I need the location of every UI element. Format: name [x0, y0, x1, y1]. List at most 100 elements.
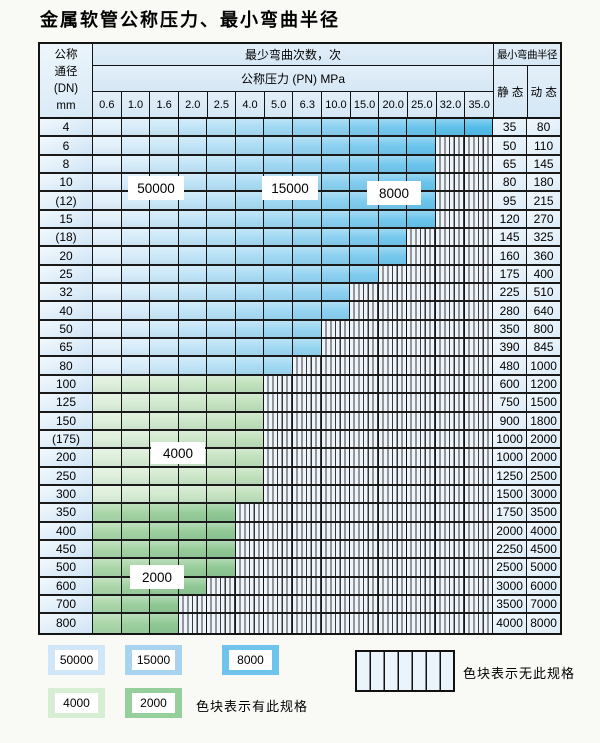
pressure-col-header: 0.6 — [93, 92, 122, 117]
pressure-cell — [93, 119, 122, 136]
static-header: 静 态 — [494, 66, 528, 117]
dynamic-value-cell: 1500 — [527, 394, 561, 411]
dn-cell: 65 — [40, 339, 93, 356]
pressure-cell-hatched — [407, 339, 436, 356]
pressure-cell-hatched — [293, 522, 322, 539]
static-value-cell: 2500 — [493, 559, 528, 576]
pressure-cell — [178, 467, 208, 484]
pressure-cell-hatched — [435, 467, 465, 484]
pressure-cell — [121, 302, 151, 319]
pressure-cell-hatched — [407, 449, 436, 466]
pressure-cell-hatched — [464, 430, 494, 448]
pressure-cell — [121, 339, 151, 356]
pressure-cell-hatched — [435, 522, 465, 539]
static-value-cell: 35 — [493, 119, 528, 136]
dynamic-value-cell: 360 — [527, 247, 561, 264]
pressure-cell — [121, 357, 151, 374]
pressure-cell — [178, 284, 208, 301]
hatch-legend-box — [355, 650, 455, 692]
pressure-cell-hatched — [435, 485, 465, 503]
pressure-cell — [264, 229, 294, 246]
dn-cell: 15 — [40, 210, 93, 228]
pressure-cell-hatched — [407, 412, 436, 429]
pressure-cell — [235, 284, 265, 301]
pressure-cell-hatched — [378, 394, 408, 411]
table-row: 300 1500 3000 — [40, 485, 561, 505]
table-row: 100 600 1200 — [40, 375, 561, 395]
pressure-cell-hatched — [235, 504, 265, 521]
pressure-cell-hatched — [378, 412, 408, 429]
pressure-col-header: 15.0 — [350, 92, 380, 117]
pressure-cell — [93, 449, 122, 466]
pressure-cell-hatched — [435, 284, 465, 301]
pressure-cell — [293, 284, 322, 301]
pressure-cell — [235, 339, 265, 356]
pressure-cell-hatched — [350, 430, 379, 448]
pressure-cell-hatched — [378, 467, 408, 484]
pressure-cell-hatched — [407, 614, 436, 633]
dn-cell: 250 — [40, 467, 93, 484]
pressure-cell-hatched — [464, 394, 494, 411]
table-row: 700 3500 7000 — [40, 595, 561, 615]
pressure-cell-hatched — [464, 595, 494, 613]
pressure-cell — [207, 119, 236, 136]
pressure-cell — [93, 174, 122, 191]
pressure-cell — [321, 137, 351, 154]
pressure-cell — [121, 614, 151, 633]
pressure-cell-hatched — [321, 449, 351, 466]
pressure-cell-hatched — [293, 412, 322, 429]
pressure-cell — [93, 229, 122, 246]
pressure-cell — [93, 137, 122, 154]
pressure-cell-hatched — [321, 357, 351, 374]
zone-label: 4000 — [151, 442, 205, 464]
pressure-cell-hatched — [350, 412, 379, 429]
pressure-cell — [121, 229, 151, 246]
legend-swatch-label: 4000 — [55, 693, 98, 713]
pressure-cell-hatched — [435, 375, 465, 393]
pressure-cell-hatched — [350, 320, 379, 338]
pressure-cell-hatched — [350, 577, 379, 594]
static-value-cell: 280 — [493, 302, 528, 319]
pressure-cell-hatched — [350, 284, 379, 301]
pressure-cell — [150, 394, 179, 411]
pressure-cell — [207, 302, 236, 319]
table-row: 350 1750 3500 — [40, 504, 561, 523]
pressure-cell-hatched — [378, 485, 408, 503]
pressure-cell — [150, 375, 179, 393]
pressure-cell — [93, 614, 122, 633]
pressure-cell — [121, 485, 151, 503]
pressure-cell-hatched — [293, 357, 322, 374]
pressure-cell-hatched — [464, 577, 494, 594]
pressure-cell — [293, 210, 322, 228]
pressure-cell — [121, 467, 151, 484]
pressure-cell — [378, 247, 408, 264]
table-row: 15 120 270 — [40, 210, 561, 230]
pressure-cell-hatched — [264, 559, 294, 576]
pressure-cell — [464, 119, 494, 136]
table-row: 25 175 400 — [40, 265, 561, 285]
pressure-cell-hatched — [264, 412, 294, 429]
pressure-cell — [178, 522, 208, 539]
pressure-cell — [150, 119, 179, 136]
pressure-cell-hatched — [207, 595, 236, 613]
pressure-cell-hatched — [407, 265, 436, 283]
pressure-cell — [293, 119, 322, 136]
pressure-cell — [121, 137, 151, 154]
pressure-cell — [321, 284, 351, 301]
pressure-cell — [121, 155, 151, 173]
pressure-cell — [93, 357, 122, 374]
radius-header: 最小弯曲半径 — [494, 44, 560, 66]
corner-line-2: 通径 — [54, 65, 78, 78]
pressure-col-header: 1.6 — [150, 92, 179, 117]
table-row: 150 900 1800 — [40, 412, 561, 431]
pressure-cell — [150, 284, 179, 301]
pressure-cell-hatched — [378, 522, 408, 539]
pressure-cell — [293, 247, 322, 264]
pressure-cell-hatched — [464, 540, 494, 558]
pressure-cell-hatched — [178, 614, 208, 633]
pressure-header: 公称压力 (PN) MPa — [93, 66, 493, 92]
pressure-cell-hatched — [464, 449, 494, 466]
pressure-cell — [150, 485, 179, 503]
pressure-cell-hatched — [264, 522, 294, 539]
pressure-cell — [264, 284, 294, 301]
